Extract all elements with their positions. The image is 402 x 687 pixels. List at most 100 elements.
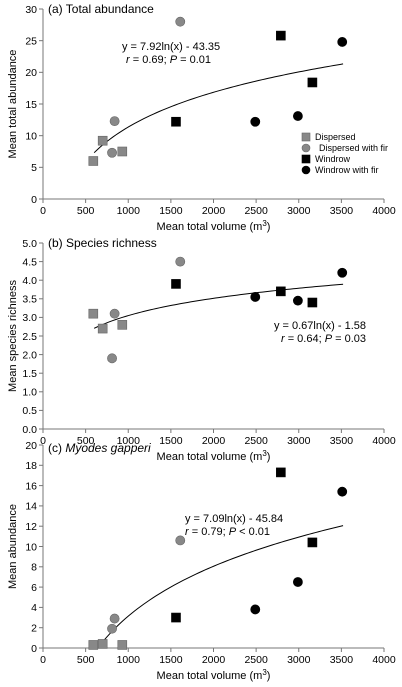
y-tick-label: 3.0 <box>22 312 37 324</box>
y-tick-label: 5.0 <box>22 238 37 250</box>
stat-r-value: = 0.69; <box>130 54 170 66</box>
trend-line <box>93 63 344 154</box>
y-tick-label: 16 <box>25 480 37 492</box>
x-axis-label-superscript: 3 <box>262 219 267 228</box>
trend-line <box>97 525 344 649</box>
y-tick-label: 14 <box>25 501 37 513</box>
marker-circle <box>175 256 186 267</box>
marker-circle <box>292 295 303 306</box>
marker-circle <box>250 116 261 127</box>
stat-r-value: = 0.64; <box>285 333 325 345</box>
legend-marker-square <box>301 154 311 164</box>
x-tick-label: 2000 <box>202 435 226 447</box>
y-tick-label: 10 <box>25 130 37 142</box>
panel-title: (a) Total abundance <box>48 2 154 16</box>
x-tick-label: 1000 <box>117 435 141 447</box>
y-tick-label: 4.5 <box>22 256 37 268</box>
marker-square <box>117 640 128 650</box>
y-tick-label: 4.0 <box>22 275 37 287</box>
y-tick-label: 5 <box>31 162 37 174</box>
marker-square <box>88 640 99 650</box>
marker-circle <box>175 16 186 27</box>
y-tick-label: 18 <box>25 460 37 472</box>
y-tick-label: 2.5 <box>22 331 37 343</box>
marker-square <box>88 308 99 319</box>
x-tick-label: 3000 <box>287 654 311 666</box>
marker-square <box>276 30 286 41</box>
y-tick-label: 2.0 <box>22 349 37 361</box>
marker-square <box>171 279 181 289</box>
x-tick-label: 0 <box>40 205 46 217</box>
x-tick-label: 2500 <box>244 205 268 217</box>
stat-p-symbol: P <box>325 333 333 345</box>
marker-circle <box>337 267 348 278</box>
panel-title: (b) Species richness <box>48 236 157 250</box>
x-tick-label: 2000 <box>202 654 226 666</box>
panel-title-part: (b) Species richness <box>48 236 157 250</box>
y-tick-label: 6 <box>31 582 37 594</box>
y-tick-label: 1.0 <box>22 387 37 399</box>
marker-square <box>307 77 318 88</box>
chart-panel-3: 0 2 4 6 8 10 12 14 16 18 20 0 500 1000 1500 2000 2500 300… <box>7 440 396 682</box>
legend-label: Dispersed <box>315 132 356 142</box>
trend-line <box>93 283 344 329</box>
marker-square <box>117 320 128 330</box>
x-axis-label-close: ) <box>267 221 271 233</box>
x-tick-label: 0 <box>40 435 46 447</box>
marker-circle <box>109 116 120 126</box>
marker-square <box>117 146 128 157</box>
y-tick-label: 2 <box>31 623 37 635</box>
y-tick-label: 25 <box>25 35 37 47</box>
x-axis-label: Mean total volume (m3) <box>157 449 271 464</box>
x-tick-label: 0 <box>40 654 46 666</box>
marker-square <box>276 467 286 478</box>
legend-marker-square <box>301 132 311 142</box>
x-tick-label: 3000 <box>287 205 311 217</box>
panel-title-part: (c) <box>48 441 65 455</box>
x-axis-label-text: Mean total volume (m <box>157 451 263 463</box>
y-tick-label: 30 <box>25 4 37 16</box>
y-tick-label: 20 <box>25 440 37 452</box>
marker-circle <box>107 147 117 158</box>
x-tick-label: 1000 <box>117 654 141 666</box>
x-tick-label: 2000 <box>202 205 226 217</box>
x-tick-label: 2500 <box>244 654 268 666</box>
x-tick-label: 500 <box>77 654 95 666</box>
legend-marker-circle <box>301 165 311 175</box>
x-axis-label-close: ) <box>267 670 271 682</box>
y-axis-label: Mean abundance <box>7 504 19 589</box>
y-tick-label: 3.5 <box>22 294 37 306</box>
legend-marker-circle <box>301 143 311 153</box>
chart-panel-2: 0.0 0.5 1.0 1.5 2.0 2.5 3.0 3.5 4.0 4.5 5.0 0 500 100… <box>7 236 396 463</box>
x-axis-label-close: ) <box>267 451 271 463</box>
regression-stats: r = 0.69; P = 0.01 <box>126 54 211 66</box>
panel-title-part: Myodes gapperi <box>65 441 151 455</box>
legend-label: Windrow with fir <box>315 165 379 175</box>
x-tick-label: 2500 <box>244 435 268 447</box>
stat-r-value: = 0.79; <box>189 526 229 538</box>
marker-circle <box>107 623 117 634</box>
y-tick-label: 10 <box>25 541 37 553</box>
stat-p-value: = 0.01 <box>177 54 211 66</box>
x-tick-label: 3500 <box>330 205 354 217</box>
x-tick-label: 4000 <box>372 205 396 217</box>
marker-square <box>276 286 286 297</box>
x-tick-label: 4000 <box>372 435 396 447</box>
stat-r-symbol: r <box>126 54 131 66</box>
x-axis-label-text: Mean total volume (m <box>157 670 263 682</box>
x-tick-label: 1500 <box>159 205 183 217</box>
y-tick-label: 4 <box>31 602 37 614</box>
x-tick-label: 4000 <box>372 654 396 666</box>
marker-circle <box>250 292 261 302</box>
y-tick-label: 0.5 <box>22 405 37 417</box>
marker-circle <box>337 37 348 47</box>
panel-title: (c) Myodes gapperi <box>48 441 151 455</box>
regression-equation: y = 7.09ln(x) - 45.84 <box>185 513 283 525</box>
legend-label: Windrow <box>315 154 351 164</box>
panel-title-part: (a) Total abundance <box>48 2 154 16</box>
x-axis-label-superscript: 3 <box>262 668 267 677</box>
y-tick-label: 20 <box>25 67 37 79</box>
y-tick-label: 8 <box>31 562 37 574</box>
x-axis-label-superscript: 3 <box>262 449 267 458</box>
